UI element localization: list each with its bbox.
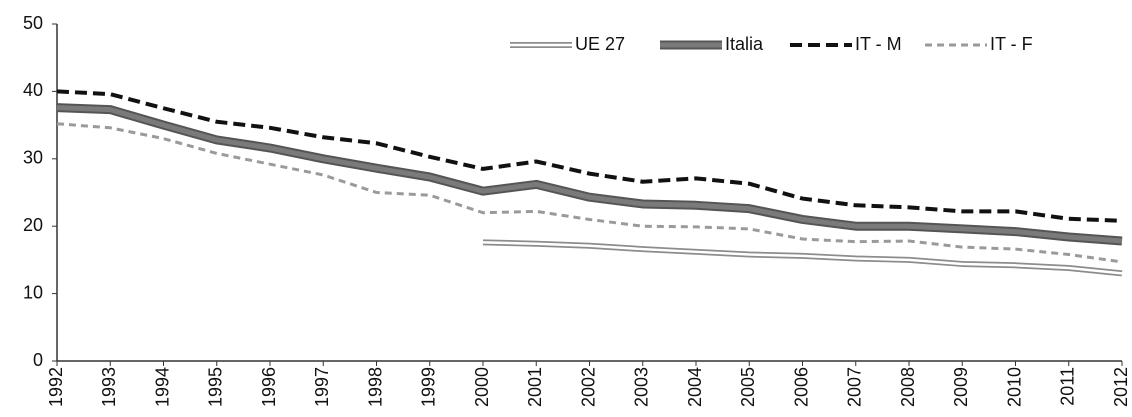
x-tick-label: 2012 [1111,367,1131,407]
series-outline [482,239,1123,277]
x-tick-label: 2006 [791,367,811,407]
x-tick-label: 2011 [1058,367,1078,406]
x-tick-label: 1997 [312,367,332,407]
series-line [56,122,1123,264]
x-tick-label: 2007 [845,367,865,407]
x-tick-label: 2001 [525,367,545,407]
y-tick-label: 30 [23,148,43,168]
x-tick-label: 1992 [46,367,66,407]
y-tick-label: 20 [23,215,43,235]
x-tick-label: 1995 [206,367,226,407]
y-tick-label: 50 [23,13,43,33]
x-tick-label: 2003 [632,367,652,407]
x-tick-label: 1996 [259,367,279,407]
y-tick-label: 10 [23,282,43,302]
x-tick-label: 2005 [738,367,758,407]
series-line [56,105,1123,244]
x-tick-label: 1993 [99,367,119,407]
x-tick-label: 1999 [419,367,439,407]
x-tick-label: 2000 [472,367,492,407]
series-line [482,241,1123,275]
y-tick-label: 40 [23,80,43,100]
legend-label: IT - F [990,34,1033,54]
x-tick-label: 1998 [365,367,385,407]
legend-label: Italia [725,34,764,54]
x-tick-label: 2004 [685,367,705,407]
x-tick-label: 2009 [951,367,971,407]
x-tick-label: 1994 [152,367,172,407]
y-tick-label: 0 [33,350,43,370]
x-tick-label: 2002 [578,367,598,407]
legend-label: IT - M [855,34,902,54]
x-tick-label: 2010 [1004,367,1024,407]
legend-label: UE 27 [575,34,625,54]
series-line [56,89,1123,223]
x-tick-label: 2008 [898,367,918,407]
